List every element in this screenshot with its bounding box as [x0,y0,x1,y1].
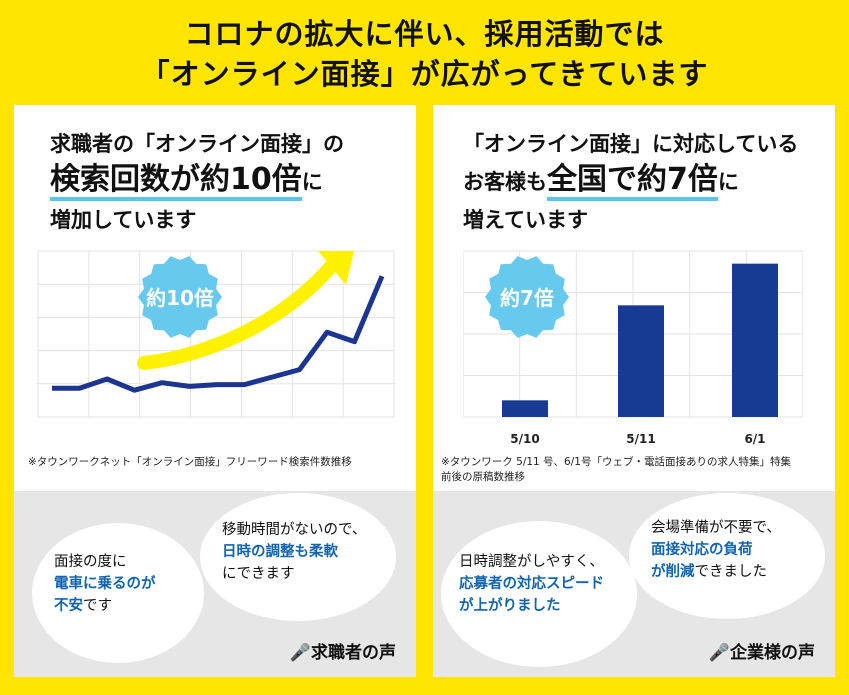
search-trend-chart: 約10倍 [32,245,400,425]
jobseeker-voice-text: 求職者の声 [311,643,396,663]
company-title-line3: 増えています [463,208,588,232]
bubble4-line3: できました [694,564,768,580]
jobseeker-panel: 求職者の「オンライン面接」の 検索回数が約10倍に 増加しています 約10倍 2… [14,105,416,677]
company-panel-title: 「オンライン面接」に対応している お客様も全国で約7倍に 増えています [463,127,798,237]
company-title-line1: 「オンライン面接」に対応している [463,132,799,156]
bubble2-line2: 日時の調整も柔軟 [222,544,338,560]
growth-arrow-shaft [137,256,341,370]
bubble4-line3-emphasis: が削減 [651,564,695,580]
jobseeker-title-line1: 求職者の「オンライン面接」の [50,132,344,156]
jobseeker-voice-area: 面接の度に 電車に乗るのが 不安です 移動時間がないので、 日時の調整も柔軟 に… [14,491,416,677]
bar-5-10 [502,400,548,417]
company-voice-area: 日時調整がしやすく、 応募者の対応スピード が上がりました 会場準備が不要で、 … [433,491,835,677]
speech-bubble [441,521,637,667]
badge-7x: 約7倍 [485,256,569,338]
jobseeker-title-emphasis: 検索回数が約10倍 [50,162,302,201]
bubble3-line3: ました [517,598,561,614]
badge-10x-shape [138,256,222,338]
company-title-suffix: に [717,170,739,194]
jobseeker-voice-label: 🎤求職者の声 [290,638,396,663]
bubble2-text: 移動時間がないので、 日時の調整も柔軟 にできます [222,519,366,585]
bubble1-line1: 面接の度に [54,554,127,570]
bubble1-text: 面接の度に 電車に乗るのが 不安です [54,551,156,617]
badge-10x-label: 約10倍 [146,286,214,310]
bubble1-line3-emphasis: 不安 [54,598,83,614]
bar-6-1 [732,263,778,417]
bubble4-line1: 会場準備が不要で、 [651,520,781,536]
badge-10x: 約10倍 [138,256,222,338]
bubble3-line2: 応募者の対応スピード [459,576,604,592]
speech-bubble [200,493,396,621]
company-title-emphasis: 全国で約7倍 [547,162,718,201]
growth-arrow-head [318,251,354,285]
jobseeker-title-suffix: に [301,170,323,194]
company-source-note: ※タウンワーク 5/11 号、6/1号「ウェブ・電話面接ありの求人特集」特集 前… [441,455,791,485]
company-panel: 「オンライン面接」に対応している お客様も全国で約7倍に 増えています 約7倍 … [433,105,835,677]
bubble1-line2: 電車に乗るのが [54,576,156,592]
speech-bubble [629,493,825,619]
bubble4-text: 会場準備が不要で、 面接対応の負荷 が削減できました [651,517,781,583]
bubble1-line3: です [83,598,112,614]
bubble3-line1: 日時調整がしやすく、 [459,554,604,570]
badge-7x-shape [485,256,569,338]
jobseeker-title-line3: 増加しています [50,208,197,232]
bar-5-11 [618,305,664,417]
company-title-pre: お客様も [463,170,547,194]
search-trend-svg: 約10倍 [37,250,395,418]
microphone-icon: 🎤 [708,643,730,663]
company-note-line2: 前後の原稿数推移 [441,471,525,483]
speech-bubble [32,523,204,663]
bar-category-label: 5/11 [626,432,656,446]
company-voice-label: 🎤企業様の声 [709,638,815,663]
microphone-icon: 🎤 [289,643,311,663]
jobseeker-source-note: ※タウンワークネット「オンライン面接」フリーワード検索件数推移 [28,456,352,468]
bubble4-line2: 面接対応の負荷 [651,542,753,558]
listing-bar-chart: 約7倍 [462,245,804,425]
headline-line2: 「オンライン面接」が広がってきています [140,57,709,91]
bar-category-label: 6/1 [744,432,766,446]
company-note-line1: ※タウンワーク 5/11 号、6/1号「ウェブ・電話面接ありの求人特集」特集 [441,456,791,468]
badge-7x-label: 約7倍 [500,286,554,310]
headline: コロナの拡大に伴い、採用活動では 「オンライン面接」が広がってきています [0,14,849,94]
headline-line1: コロナの拡大に伴い、採用活動では [184,17,665,51]
listing-bar-svg: 約7倍 [462,250,804,418]
company-voice-text: 企業様の声 [730,643,815,663]
bar-category-label: 5/10 [510,432,540,446]
jobseeker-panel-title: 求職者の「オンライン面接」の 検索回数が約10倍に 増加しています [50,127,344,237]
bubble3-line3-emphasis: が上がり [459,598,517,614]
bubble2-line3: にできます [222,566,295,582]
bubble2-line1: 移動時間がないので、 [222,522,367,538]
bubble3-text: 日時調整がしやすく、 応募者の対応スピード が上がりました [459,551,604,617]
